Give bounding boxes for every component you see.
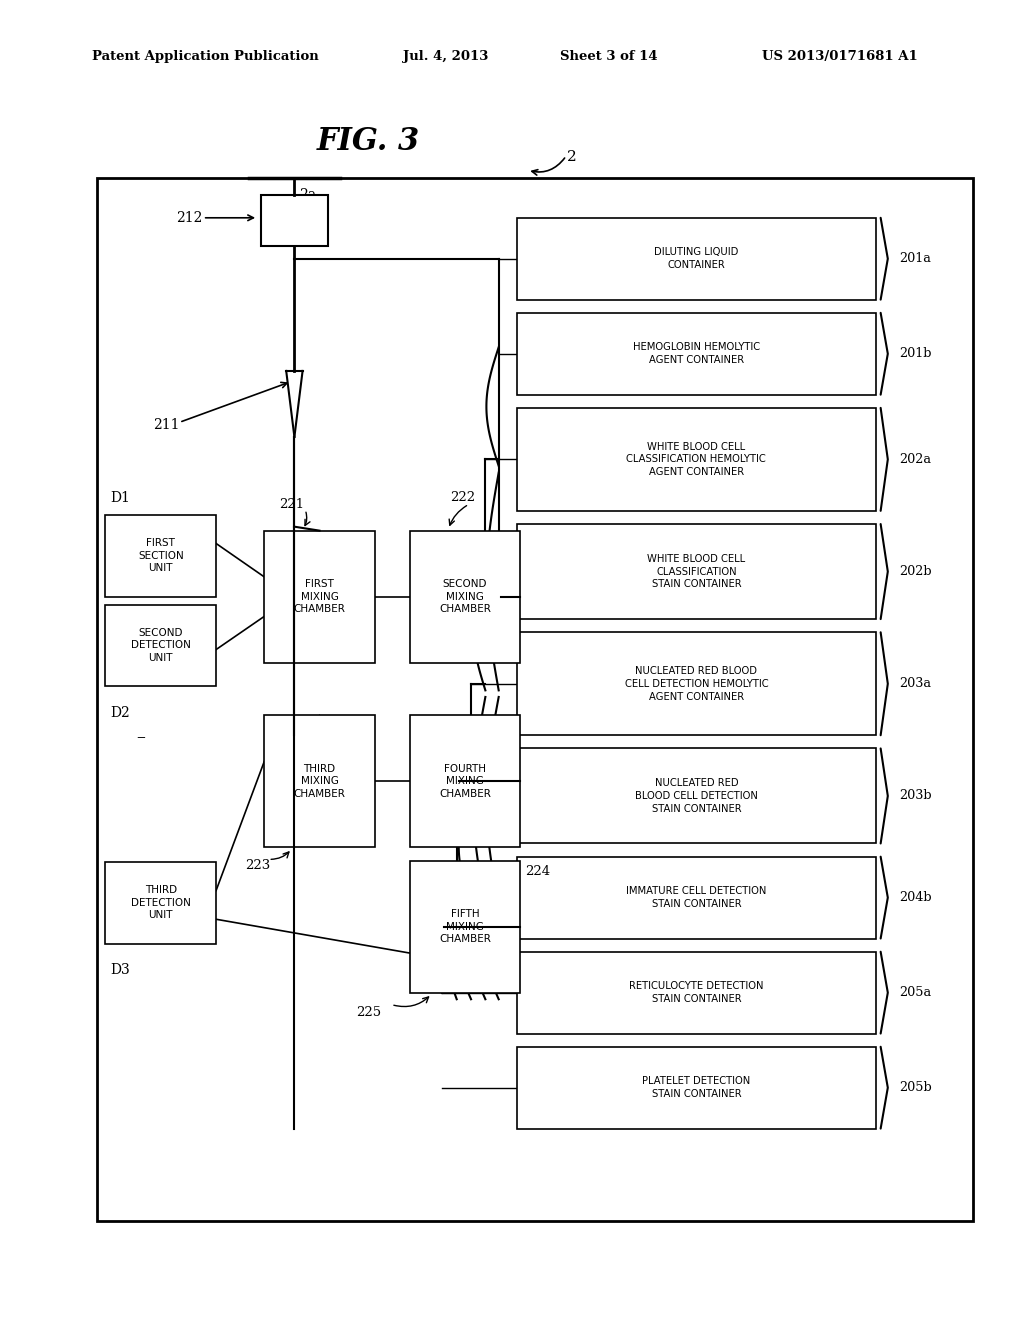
Bar <box>517 748 876 843</box>
Text: Jul. 4, 2013: Jul. 4, 2013 <box>402 50 488 63</box>
Text: FIRST
MIXING
CHAMBER: FIRST MIXING CHAMBER <box>294 579 345 614</box>
Text: FOURTH
MIXING
CHAMBER: FOURTH MIXING CHAMBER <box>439 764 490 799</box>
Bar <box>517 313 876 395</box>
Bar <box>517 857 876 939</box>
Text: 205a: 205a <box>899 986 931 999</box>
Text: D1: D1 <box>111 491 130 504</box>
Text: 202b: 202b <box>899 565 932 578</box>
Text: 203b: 203b <box>899 789 932 803</box>
Bar <box>410 715 520 847</box>
Bar <box>517 952 876 1034</box>
Text: 221: 221 <box>280 498 304 511</box>
Text: THIRD
DETECTION
UNIT: THIRD DETECTION UNIT <box>131 886 190 920</box>
Bar <box>517 632 876 735</box>
Text: 201b: 201b <box>899 347 932 360</box>
Text: THIRD
MIXING
CHAMBER: THIRD MIXING CHAMBER <box>294 764 345 799</box>
Text: 211: 211 <box>153 418 179 432</box>
Bar <box>105 605 216 686</box>
Text: WHITE BLOOD CELL
CLASSIFICATION
STAIN CONTAINER: WHITE BLOOD CELL CLASSIFICATION STAIN CO… <box>647 554 745 589</box>
Bar <box>517 408 876 511</box>
Text: WHITE BLOOD CELL
CLASSIFICATION HEMOLYTIC
AGENT CONTAINER: WHITE BLOOD CELL CLASSIFICATION HEMOLYTI… <box>627 442 766 477</box>
Text: FIRST
SECTION
UNIT: FIRST SECTION UNIT <box>138 539 183 573</box>
Bar <box>97 178 973 1221</box>
Text: DILUTING LIQUID
CONTAINER: DILUTING LIQUID CONTAINER <box>654 247 738 271</box>
Text: D2: D2 <box>111 706 130 719</box>
Text: Patent Application Publication: Patent Application Publication <box>92 50 318 63</box>
Text: 223: 223 <box>246 859 270 873</box>
Text: 222: 222 <box>451 491 475 504</box>
Text: FIFTH
MIXING
CHAMBER: FIFTH MIXING CHAMBER <box>439 909 490 944</box>
Text: FIG. 3: FIG. 3 <box>317 125 420 157</box>
Text: SECOND
MIXING
CHAMBER: SECOND MIXING CHAMBER <box>439 579 490 614</box>
Text: –: – <box>136 727 145 746</box>
Text: 224: 224 <box>525 865 550 878</box>
Text: SECOND
DETECTION
UNIT: SECOND DETECTION UNIT <box>131 628 190 663</box>
Text: 205b: 205b <box>899 1081 932 1094</box>
Bar <box>410 861 520 993</box>
Text: IMMATURE CELL DETECTION
STAIN CONTAINER: IMMATURE CELL DETECTION STAIN CONTAINER <box>626 886 767 909</box>
Text: HEMOGLOBIN HEMOLYTIC
AGENT CONTAINER: HEMOGLOBIN HEMOLYTIC AGENT CONTAINER <box>633 342 760 366</box>
Text: Sheet 3 of 14: Sheet 3 of 14 <box>560 50 658 63</box>
Text: D3: D3 <box>111 964 130 977</box>
Text: NUCLEATED RED BLOOD
CELL DETECTION HEMOLYTIC
AGENT CONTAINER: NUCLEATED RED BLOOD CELL DETECTION HEMOL… <box>625 667 768 701</box>
Bar <box>517 1047 876 1129</box>
Text: PLATELET DETECTION
STAIN CONTAINER: PLATELET DETECTION STAIN CONTAINER <box>642 1076 751 1100</box>
Text: NUCLEATED RED
BLOOD CELL DETECTION
STAIN CONTAINER: NUCLEATED RED BLOOD CELL DETECTION STAIN… <box>635 779 758 813</box>
Text: 2: 2 <box>566 150 577 164</box>
Bar <box>517 218 876 300</box>
Text: 203a: 203a <box>899 677 931 690</box>
Text: RETICULOCYTE DETECTION
STAIN CONTAINER: RETICULOCYTE DETECTION STAIN CONTAINER <box>629 981 764 1005</box>
Bar <box>264 715 375 847</box>
Text: 212: 212 <box>176 211 203 224</box>
Bar <box>105 862 216 944</box>
Bar <box>410 531 520 663</box>
Text: 225: 225 <box>356 1006 381 1019</box>
Bar <box>105 515 216 597</box>
Text: US 2013/0171681 A1: US 2013/0171681 A1 <box>762 50 918 63</box>
Text: 201a: 201a <box>899 252 931 265</box>
Bar <box>261 195 328 246</box>
Text: 202a: 202a <box>899 453 931 466</box>
Bar <box>517 524 876 619</box>
Text: 204b: 204b <box>899 891 932 904</box>
Text: 2a: 2a <box>299 189 315 202</box>
Bar <box>264 531 375 663</box>
